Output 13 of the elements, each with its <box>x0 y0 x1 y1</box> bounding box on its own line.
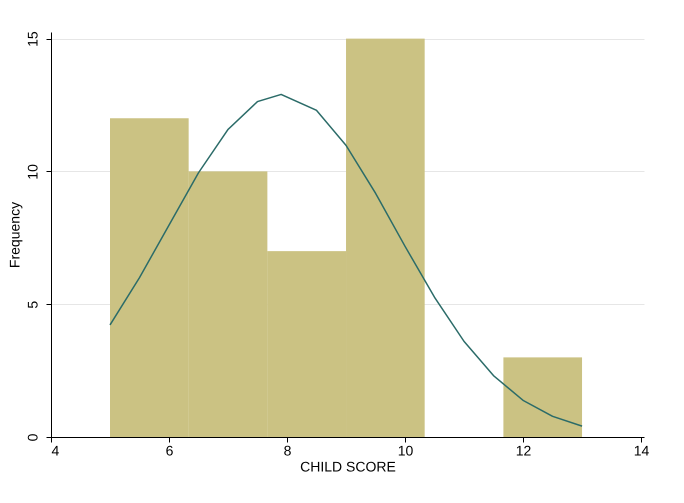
x-tick-label: 10 <box>398 442 414 458</box>
y-tick-label: 5 <box>24 300 40 309</box>
x-tick-label: 4 <box>52 442 60 458</box>
y-tick-label: 0 <box>24 433 40 442</box>
x-tick-label: 14 <box>634 442 650 458</box>
x-tick-label: 6 <box>166 442 174 458</box>
y-tick-label: 15 <box>24 31 40 47</box>
x-tick-label: 12 <box>516 442 532 458</box>
y-tick-label: 10 <box>24 164 40 180</box>
line-series <box>109 94 583 427</box>
x-tick-label: 8 <box>284 442 292 458</box>
y-axis-title: Frequency <box>6 202 22 268</box>
x-axis-title: CHILD SCORE <box>300 458 396 474</box>
